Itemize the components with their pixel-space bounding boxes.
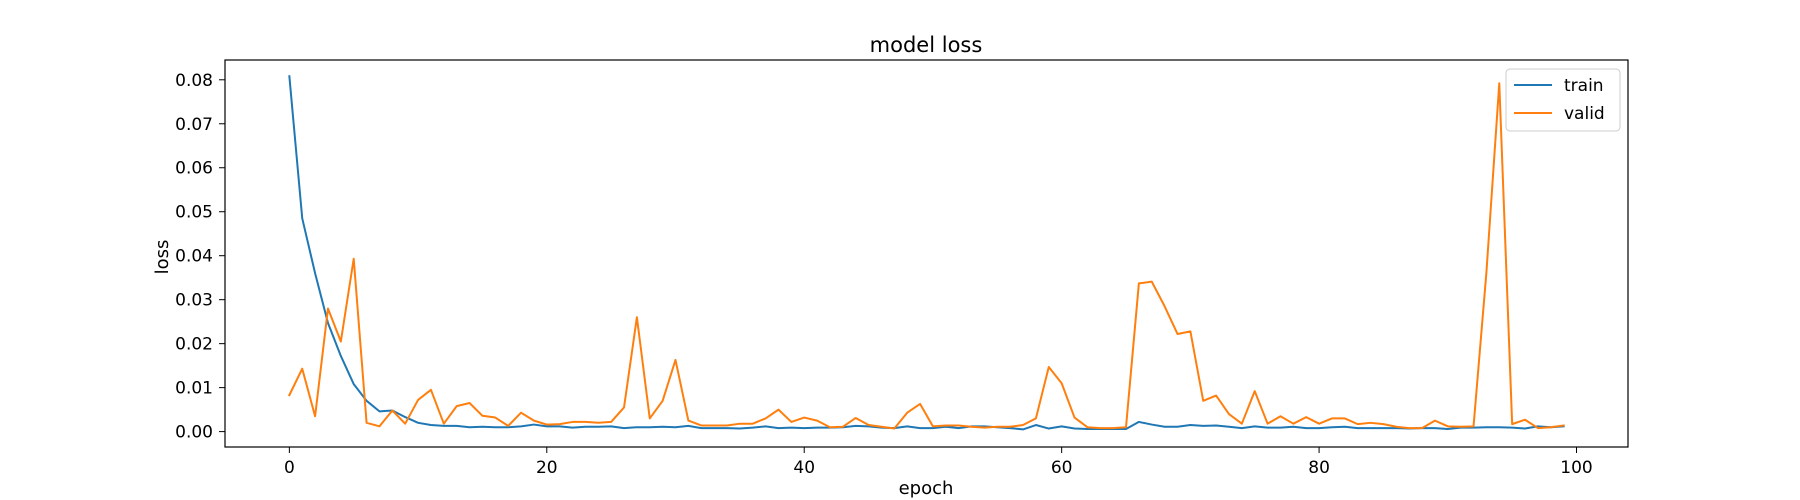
legend: train valid [1505,68,1621,132]
y-tick-label: 0.08 [175,71,213,91]
legend-label-train: train [1564,76,1604,96]
series-line-valid [288,82,1565,430]
y-tick-label: 0.07 [175,115,213,135]
y-tick-label: 0.04 [175,247,213,267]
y-tick-label: 0.00 [175,423,213,443]
x-tick-label: 0 [284,458,295,478]
y-tick-label: 0.01 [175,379,213,399]
x-tick-label: 60 [1051,458,1073,478]
x-axis-title: epoch [899,478,954,499]
plot-frame [224,59,1629,448]
x-tick-label: 20 [536,458,558,478]
plot-area: 0 20 40 60 80 100 0.00 0.01 0.02 0.03 0.04 0.05 0.06… [175,59,1629,478]
chart-title: model loss [870,33,983,57]
x-tick-label: 100 [1560,458,1592,478]
series-line-train [288,75,1565,431]
y-tick-label: 0.05 [175,203,213,223]
y-tick-label: 0.02 [175,335,213,355]
y-tick-label: 0.03 [175,291,213,311]
y-tick-label: 0.06 [175,159,213,179]
x-tick-label: 80 [1308,458,1330,478]
x-tick-label: 40 [793,458,815,478]
legend-label-valid: valid [1564,104,1605,124]
y-axis-title: loss [152,240,173,275]
